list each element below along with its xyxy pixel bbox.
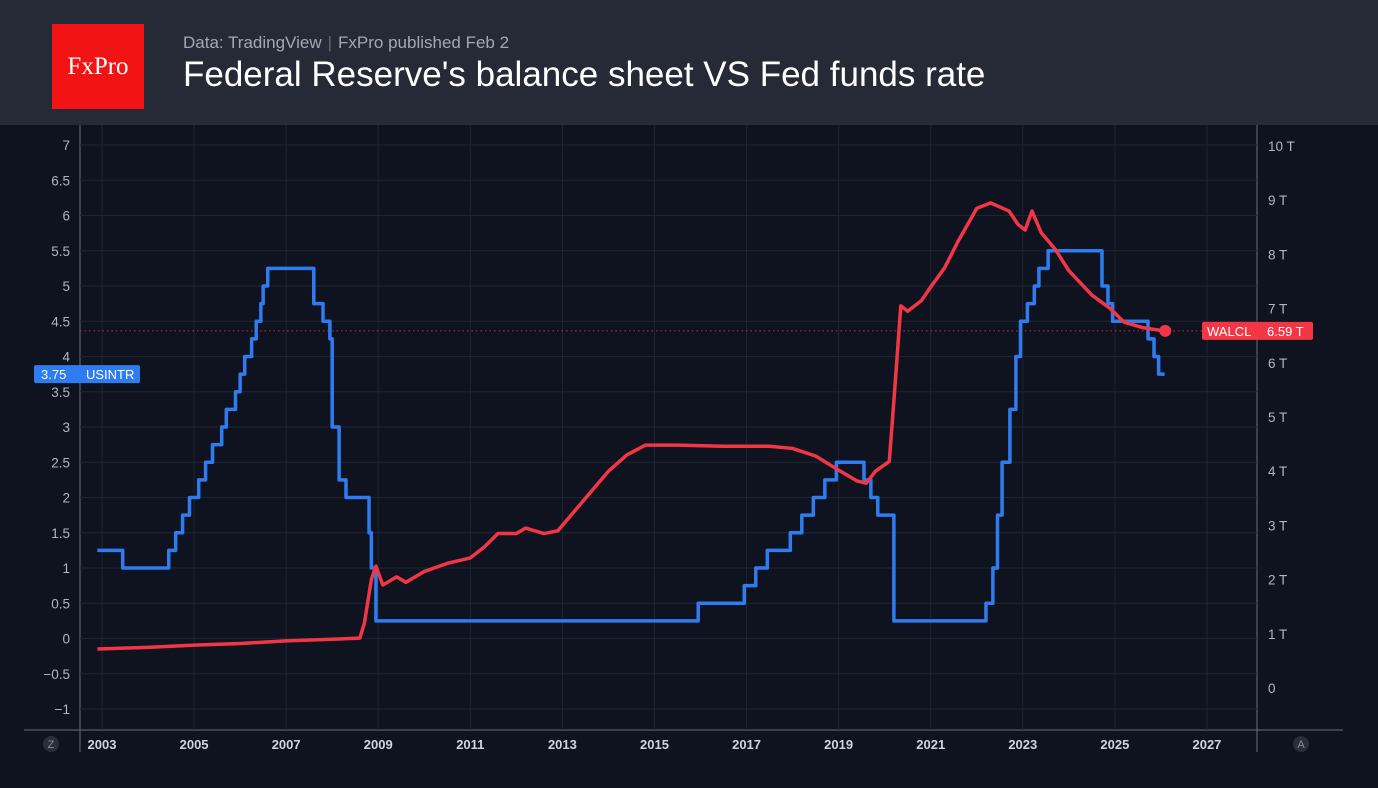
separator: |: [327, 33, 333, 52]
walcl-badge-name: WALCL: [1207, 324, 1251, 339]
left-tick-label: 6.5: [51, 173, 70, 188]
x-tick-label: 2025: [1100, 737, 1129, 752]
right-tick-label: 5 T: [1268, 410, 1287, 425]
x-tick-label: 2005: [180, 737, 209, 752]
x-tick-label: 2011: [456, 737, 484, 752]
left-tick-label: 3.5: [51, 385, 70, 400]
left-tick-label: 6: [62, 209, 70, 224]
walcl-badge: [1202, 321, 1313, 340]
left-tick-label: 0: [62, 632, 70, 647]
right-tick-label: 8 T: [1268, 247, 1287, 262]
x-tick-label: 2007: [272, 737, 301, 752]
auto-scale-a-button-label[interactable]: A: [1297, 739, 1305, 751]
x-tick-label: 2009: [364, 737, 393, 752]
right-tick-label: 1 T: [1268, 627, 1287, 642]
zoom-z-button[interactable]: Z: [43, 736, 59, 752]
left-tick-label: −1: [55, 702, 70, 717]
data-source: Data: TradingView: [183, 33, 322, 52]
right-tick-label: 7 T: [1268, 302, 1287, 317]
left-tick-label: −0.5: [43, 667, 70, 682]
left-tick-label: 1.5: [51, 526, 70, 541]
x-tick-label: 2027: [1192, 737, 1221, 752]
usintr-badge: [34, 365, 140, 384]
subtitle: Data: TradingView | FxPro published Feb 2: [183, 33, 509, 53]
auto-scale-a-button-circle[interactable]: [1293, 736, 1309, 752]
published-date: FxPro published Feb 2: [338, 33, 510, 52]
x-tick-label: 2003: [88, 737, 117, 752]
x-tick-label: 2021: [916, 737, 945, 752]
auto-scale-a-button[interactable]: A: [1293, 736, 1309, 752]
right-tick-label: 6 T: [1268, 356, 1287, 371]
left-tick-label: 7: [62, 138, 70, 153]
walcl-badge-value: 6.59 T: [1267, 324, 1304, 339]
left-tick-label: 5.5: [51, 244, 70, 259]
fxpro-logo: FxPro: [52, 24, 144, 109]
right-tick-label: 3 T: [1268, 518, 1287, 533]
left-tick-label: 2.5: [51, 455, 70, 470]
left-tick-label: 1: [62, 561, 70, 576]
left-tick-label: 4: [62, 350, 70, 365]
x-tick-label: 2023: [1008, 737, 1037, 752]
usintr-badge-name: USINTR: [86, 367, 134, 382]
x-tick-label: 2013: [548, 737, 577, 752]
right-tick-label: 2 T: [1268, 573, 1287, 588]
right-tick-label: 9 T: [1268, 193, 1287, 208]
left-tick-label: 3: [62, 420, 70, 435]
usintr-badge-value: 3.75: [41, 367, 66, 382]
walcl-last-point: [1159, 324, 1172, 337]
x-tick-label: 2017: [732, 737, 761, 752]
right-tick-label: 10 T: [1268, 139, 1295, 154]
x-tick-label: 2015: [640, 737, 669, 752]
left-tick-label: 4.5: [51, 314, 70, 329]
series-line-usintr: [97, 249, 1165, 623]
header: FxPro Data: TradingView | FxPro published …: [0, 0, 1378, 125]
left-tick-label: 5: [62, 279, 70, 294]
zoom-z-button-label[interactable]: Z: [48, 739, 55, 751]
page-title: Federal Reserve's balance sheet VS Fed f…: [183, 55, 986, 94]
zoom-z-button-circle[interactable]: [43, 736, 59, 752]
series-line-walcl: [97, 201, 1164, 651]
left-tick-label: 0.5: [51, 596, 70, 611]
x-tick-label: 2019: [824, 737, 853, 752]
right-tick-label: 0: [1268, 681, 1276, 696]
right-tick-label: 4 T: [1268, 464, 1287, 479]
left-tick-label: 2: [62, 491, 70, 506]
